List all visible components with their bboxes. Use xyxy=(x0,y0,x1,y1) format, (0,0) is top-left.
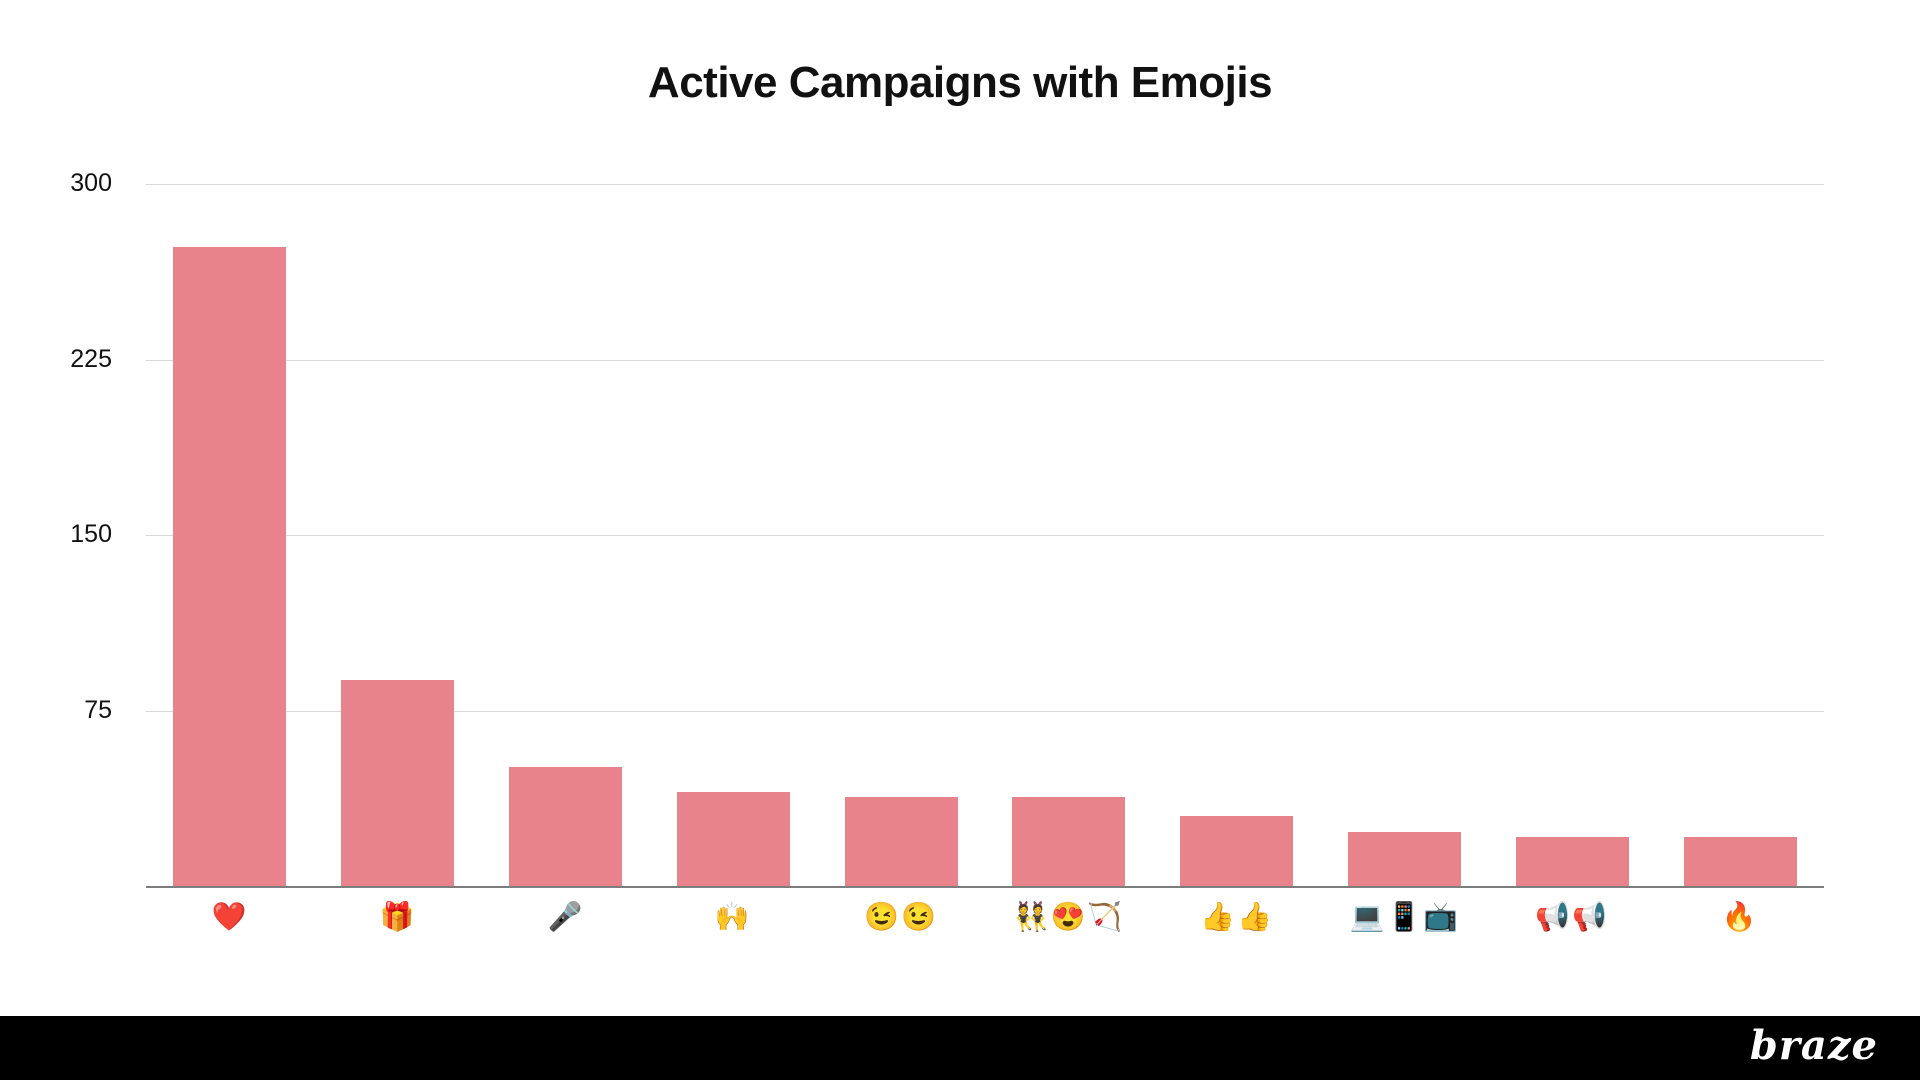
y-axis-tick-label: 225 xyxy=(70,345,112,373)
bar-wink-wink xyxy=(845,797,958,886)
bar-dancers-heart-eyes-bow xyxy=(1012,797,1125,886)
gridline xyxy=(146,360,1824,361)
x-axis-emoji-label-loudspeaker-x2: 📢📢 xyxy=(1535,901,1609,932)
bar-raising-hands xyxy=(677,792,790,886)
bar-red-heart xyxy=(173,247,286,886)
x-axis-emoji-label-raising-hands: 🙌 xyxy=(714,901,752,932)
gridline xyxy=(146,535,1824,536)
bar-microphone xyxy=(509,767,622,886)
x-axis-emoji-label-fire: 🔥 xyxy=(1721,901,1759,932)
bar-loudspeaker-x2 xyxy=(1516,837,1629,886)
x-axis-emoji-label-red-heart: ❤️ xyxy=(211,901,249,932)
chart-title: Active Campaigns with Emojis xyxy=(647,58,1273,107)
bar-gift xyxy=(341,680,454,886)
y-axis-tick-label: 75 xyxy=(84,696,112,724)
x-axis-emoji-label-microphone: 🎤 xyxy=(547,901,585,932)
x-axis-emoji-label-dancers-heart-eyes-bow: 👯😍🏹 xyxy=(1013,901,1125,932)
gridline xyxy=(146,711,1824,712)
bar-laptop-phone-tv xyxy=(1348,832,1461,886)
x-axis-emoji-label-wink-wink: 😉😉 xyxy=(864,901,938,932)
x-axis-emoji-label-gift: 🎁 xyxy=(379,901,417,932)
x-axis-emoji-label-laptop-phone-tv: 💻📱📺 xyxy=(1349,901,1461,932)
bar-fire xyxy=(1684,837,1797,886)
x-axis-line xyxy=(146,886,1824,888)
y-axis-tick-label: 300 xyxy=(70,169,112,197)
braze-logo: braze xyxy=(1749,1022,1878,1069)
gridline xyxy=(146,184,1824,185)
y-axis-tick-label: 150 xyxy=(70,520,112,548)
x-axis-emoji-label-thumbs-up-x2: 👍👍 xyxy=(1200,901,1274,932)
footer-bar: braze xyxy=(0,1016,1920,1080)
bar-thumbs-up-x2 xyxy=(1180,816,1293,886)
